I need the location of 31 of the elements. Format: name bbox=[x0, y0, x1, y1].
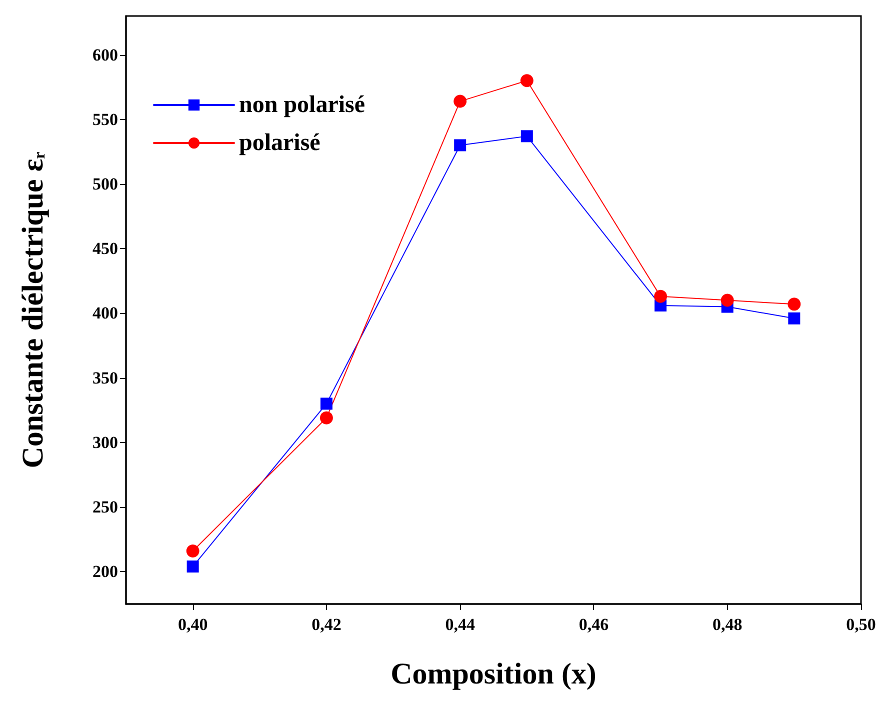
point bbox=[788, 298, 801, 311]
y-tick-label: 400 bbox=[92, 304, 118, 323]
x-tick-label: 0,42 bbox=[312, 615, 342, 634]
point bbox=[320, 398, 332, 410]
point bbox=[186, 560, 199, 573]
x-tick-label: 0,40 bbox=[178, 615, 208, 634]
point bbox=[720, 294, 734, 307]
legend-label: non polarisé bbox=[239, 92, 366, 118]
y-tick-label: 450 bbox=[92, 239, 118, 258]
x-tick-label: 0,44 bbox=[445, 615, 476, 634]
x-tick-label: 0,48 bbox=[712, 615, 742, 634]
point bbox=[454, 94, 467, 108]
y-tick-label: 200 bbox=[92, 562, 118, 582]
y-tick-label: 550 bbox=[92, 110, 118, 129]
x-tick-label: 0,46 bbox=[578, 615, 609, 634]
legend-label: polarisé bbox=[239, 130, 321, 156]
point bbox=[520, 74, 534, 88]
point bbox=[320, 411, 333, 424]
point bbox=[454, 139, 466, 152]
point bbox=[520, 130, 533, 142]
y-tick-label: 300 bbox=[92, 432, 118, 452]
x-tick-label: 0,50 bbox=[846, 615, 876, 634]
y-axis-title: Constante diélectrique εr bbox=[16, 152, 50, 468]
point bbox=[186, 544, 200, 558]
y-tick-label: 500 bbox=[92, 174, 118, 194]
y-tick-label: 600 bbox=[92, 45, 118, 64]
point bbox=[788, 312, 800, 324]
x-axis-title: Composition (x) bbox=[390, 658, 596, 690]
y-tick-label: 250 bbox=[92, 498, 118, 517]
point bbox=[654, 290, 668, 303]
y-tick-label: 350 bbox=[92, 368, 118, 388]
